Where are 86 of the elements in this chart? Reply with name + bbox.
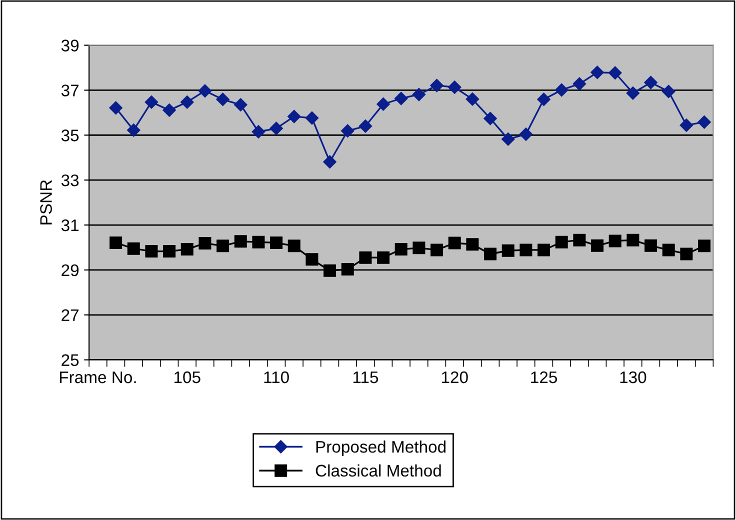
point (448, 80, 462, 94)
x-tick-label: 120 (442, 371, 468, 384)
point (626, 86, 640, 100)
point (698, 240, 711, 252)
point (430, 78, 444, 92)
y-tick-label: 33 (61, 174, 79, 186)
point (680, 248, 693, 260)
point (127, 124, 140, 137)
point (412, 242, 426, 254)
point (644, 239, 658, 252)
point (572, 77, 586, 90)
point (680, 118, 694, 132)
y-tick-label: 31 (61, 219, 79, 232)
point (110, 236, 122, 250)
point (555, 83, 568, 97)
y-tick-label: 25 (62, 354, 79, 366)
x-tick-label: Frame No. (60, 372, 136, 384)
legend-label: Proposed Method (316, 440, 446, 456)
point (127, 242, 140, 255)
point (324, 264, 336, 277)
point (270, 122, 283, 135)
point (234, 235, 247, 248)
point (591, 239, 604, 252)
point (412, 88, 426, 102)
point (341, 124, 354, 138)
x-tick-label: 125 (531, 371, 557, 384)
point (520, 244, 532, 256)
point (698, 116, 711, 129)
point (288, 240, 300, 252)
point (252, 236, 265, 248)
point (644, 76, 658, 90)
point (145, 245, 158, 258)
point (608, 234, 622, 248)
point (448, 236, 461, 250)
point (305, 111, 319, 125)
point (216, 92, 230, 106)
legend-label: Classical Method (316, 464, 441, 477)
point (270, 236, 283, 250)
x-tick-label: 105 (174, 371, 200, 384)
point (162, 104, 176, 117)
point (180, 96, 194, 109)
point (198, 84, 212, 98)
y-tick-label: 29 (62, 264, 79, 276)
point (144, 96, 158, 109)
point (234, 98, 248, 112)
point (163, 245, 176, 258)
point (323, 155, 336, 168)
point (519, 128, 533, 141)
point (538, 244, 550, 256)
point (377, 251, 390, 264)
y-tick-label: 39 (61, 40, 79, 52)
point (590, 66, 604, 80)
point (555, 236, 568, 248)
point (288, 110, 301, 124)
point (484, 112, 497, 126)
y-tick-label: 35 (61, 130, 79, 142)
y-tick-label: 27 (62, 309, 78, 321)
point (341, 263, 354, 276)
point (662, 84, 676, 98)
point (573, 234, 586, 246)
point (306, 253, 318, 266)
point (394, 243, 408, 256)
point (484, 248, 497, 260)
x-tick-label: 110 (264, 371, 289, 384)
point (430, 244, 444, 256)
point (180, 243, 194, 256)
point (662, 244, 675, 256)
point (376, 98, 390, 111)
point (359, 251, 372, 264)
point (394, 92, 408, 106)
point (109, 101, 122, 115)
x-tick-label: 130 (620, 371, 646, 384)
point (537, 92, 550, 106)
point (502, 132, 515, 146)
x-tick-label: 115 (353, 372, 378, 384)
y-tick-label: 37 (61, 84, 78, 96)
point (252, 125, 266, 138)
point (358, 120, 372, 133)
point (608, 66, 622, 80)
point (216, 240, 230, 252)
point (198, 236, 212, 250)
point (626, 234, 640, 246)
point (466, 92, 480, 106)
y-axis-title: PSNR (40, 180, 52, 224)
point (502, 244, 514, 257)
point (466, 238, 479, 251)
